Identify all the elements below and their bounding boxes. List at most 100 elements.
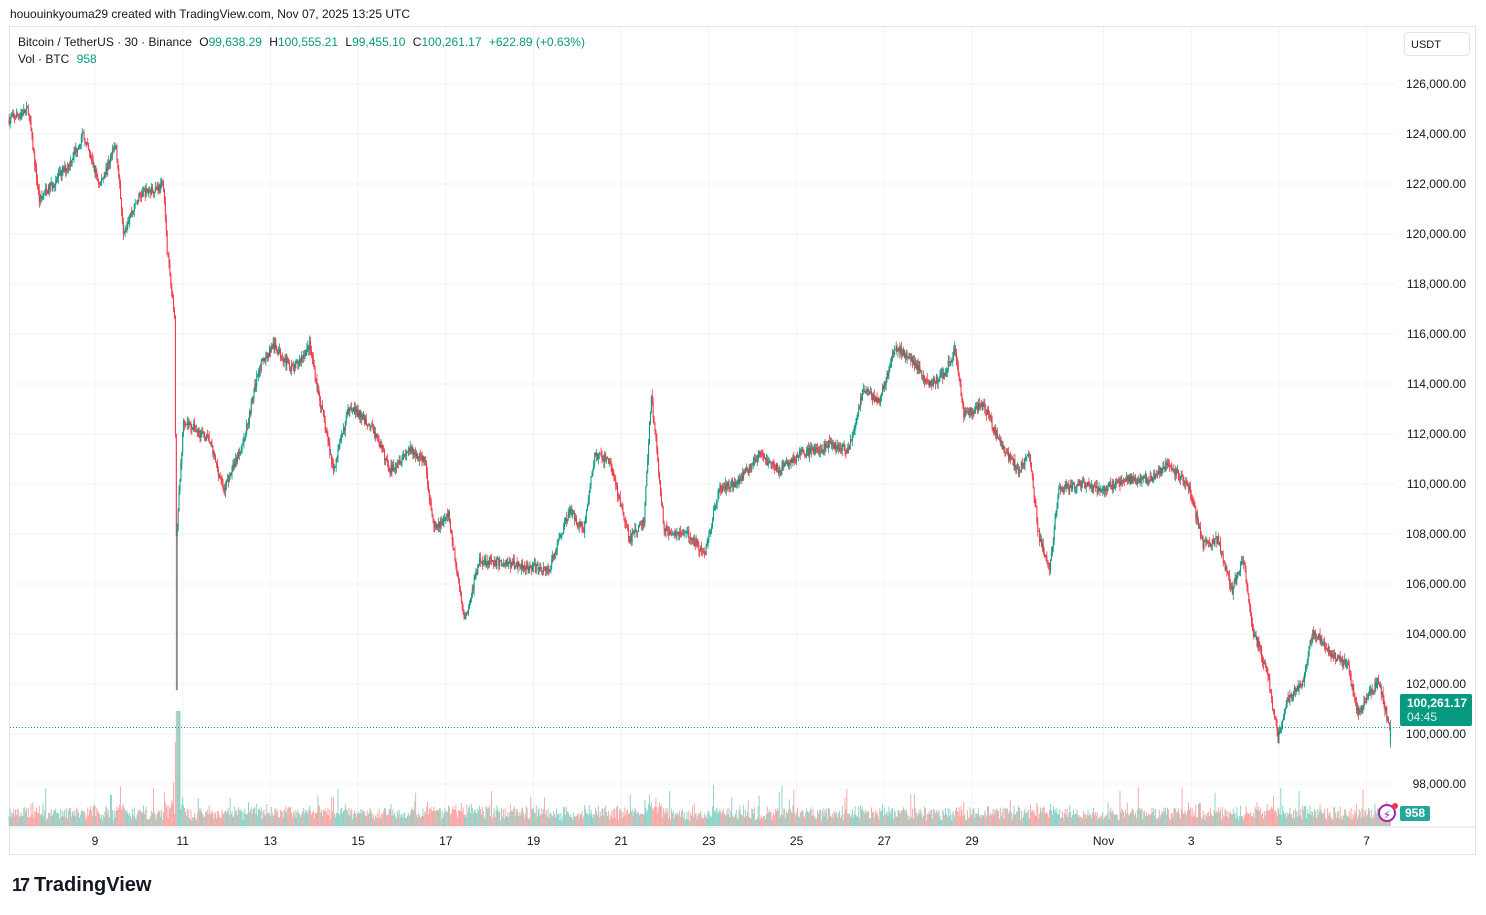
volume-bar	[1357, 815, 1359, 826]
volume-bar	[612, 818, 614, 826]
candle-body	[1224, 563, 1226, 570]
volume-bar	[600, 815, 602, 826]
candle-body	[204, 431, 206, 437]
volume-bar	[774, 815, 776, 826]
candle-body	[34, 153, 36, 166]
candle-body	[1314, 632, 1316, 636]
candle-body	[497, 558, 499, 560]
volume-bar	[1045, 812, 1047, 826]
volume-bar	[234, 806, 236, 826]
volume-bar	[602, 808, 604, 826]
volume-bar	[518, 816, 520, 826]
volume-bar	[1377, 808, 1379, 826]
volume-bar	[596, 811, 598, 826]
candle-body	[35, 165, 37, 167]
volume-bar	[1225, 810, 1227, 826]
candle-body	[1359, 710, 1361, 712]
volume-bar	[1287, 814, 1289, 826]
symbol-name[interactable]: Bitcoin / TetherUS · 30 · Binance	[18, 35, 192, 49]
volume-bar	[786, 811, 788, 826]
candle-body	[1149, 476, 1151, 482]
volume-bar	[217, 811, 219, 826]
candle-body	[1106, 486, 1108, 492]
candle-body	[939, 374, 941, 378]
volume-bar	[1258, 806, 1260, 826]
volume-bar	[180, 809, 182, 826]
volume-bar	[230, 814, 232, 826]
candle-body	[385, 458, 387, 460]
volume-bar	[276, 812, 278, 826]
volume-bar	[971, 815, 973, 826]
volume-bar	[852, 817, 854, 826]
candle-body	[856, 417, 858, 421]
volume-bar	[1256, 802, 1258, 826]
candle-body	[276, 347, 278, 352]
candle-body	[1214, 538, 1216, 544]
candle-body	[638, 524, 640, 528]
candle-body	[1319, 634, 1321, 643]
candle-body	[748, 467, 750, 473]
candle-body	[628, 528, 630, 538]
candle-body	[507, 562, 509, 564]
candle-body	[954, 347, 956, 350]
candle-body	[1150, 476, 1152, 478]
volume-bar	[1003, 819, 1005, 826]
candle-body	[575, 518, 577, 521]
volume-bar	[749, 818, 751, 826]
volume-bar	[522, 807, 524, 826]
volume-bar	[655, 797, 657, 826]
candle-body	[1232, 585, 1234, 595]
tradingview-logo[interactable]: 17 TradingView	[12, 874, 151, 897]
volume-bar	[1374, 803, 1376, 826]
candle-body	[927, 380, 929, 383]
volume-bar	[1154, 815, 1156, 826]
volume-bar	[1099, 815, 1101, 826]
candle-body	[849, 439, 851, 445]
candle-body	[997, 432, 999, 437]
volume-bar	[37, 812, 39, 826]
candle-body	[685, 532, 687, 533]
lightning-icon[interactable]: ⚡	[1378, 803, 1398, 822]
candle-body	[1092, 486, 1094, 492]
candle-body	[113, 148, 115, 151]
candle-body	[483, 559, 485, 562]
volume-bar	[934, 810, 936, 826]
candle-body	[822, 450, 824, 452]
volume-bar	[855, 815, 857, 826]
y-tick-label: 118,000.00	[1407, 277, 1466, 291]
candle-body	[501, 560, 503, 565]
candle-body	[227, 479, 229, 483]
volume-bar	[36, 807, 38, 826]
volume-bar	[956, 810, 958, 826]
volume-bar	[1033, 810, 1035, 826]
candle-body	[803, 451, 805, 454]
candle-body	[657, 450, 659, 460]
candle-body	[1234, 578, 1236, 583]
volume-bar	[27, 807, 29, 826]
currency-button[interactable]: USDT	[1404, 32, 1470, 56]
candle-body	[784, 463, 786, 467]
volume-bar	[502, 809, 504, 826]
volume-bar	[1355, 813, 1357, 826]
volume-legend-label[interactable]: Vol · BTC	[18, 52, 70, 66]
candle-body	[1133, 477, 1135, 480]
candle-body	[925, 379, 927, 380]
candle-body	[190, 422, 192, 429]
volume-bar	[1080, 817, 1082, 826]
volume-bar	[414, 801, 416, 826]
candle-body	[882, 386, 884, 389]
candle-body	[923, 376, 925, 383]
candle-body	[1385, 707, 1387, 711]
volume-bar	[516, 808, 518, 826]
volume-bar	[477, 808, 479, 826]
volume-bar	[145, 806, 147, 826]
volume-bar	[417, 812, 419, 826]
candle-body	[383, 449, 385, 451]
candle-body	[287, 358, 289, 360]
volume-bar	[420, 817, 422, 826]
candle-body	[1244, 562, 1246, 572]
candle-body	[792, 455, 794, 463]
volume-bar	[1346, 814, 1348, 826]
volume-bar	[794, 812, 796, 826]
